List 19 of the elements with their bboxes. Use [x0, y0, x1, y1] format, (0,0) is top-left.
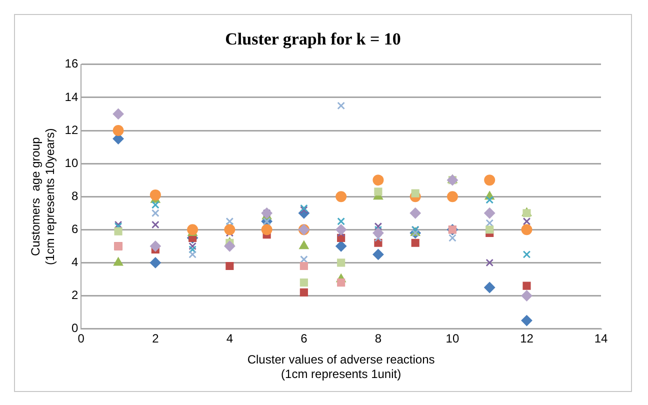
y-tick-label: 10	[64, 156, 78, 170]
x-tick-label: 8	[374, 331, 382, 346]
y-tick-label: 6	[71, 222, 78, 236]
y-tick-label: 8	[71, 188, 78, 203]
y-tick-label: 2	[71, 288, 78, 302]
y-tick-label: 12	[64, 122, 78, 137]
x-tick-label: 2	[152, 331, 160, 346]
x-tick-label: 6	[300, 331, 308, 346]
y-tick-label: 14	[64, 90, 78, 104]
x-tick-label: 12	[520, 331, 534, 346]
x-tick-label: 10	[446, 331, 460, 346]
y-tick-label: 16	[64, 56, 78, 71]
x-tick-label: 14	[594, 331, 608, 346]
chart-title: Cluster graph for k = 10	[225, 30, 401, 49]
y-axis-title: Customers age group (1cm represents 10years)	[28, 128, 57, 265]
y-tick-label: 4	[71, 255, 78, 270]
x-tick-label: 4	[226, 331, 234, 346]
y-tick-label: 0	[71, 321, 78, 336]
x-axis-title: Cluster values of adverse reactions (1cm represents 1unit)	[247, 352, 435, 382]
